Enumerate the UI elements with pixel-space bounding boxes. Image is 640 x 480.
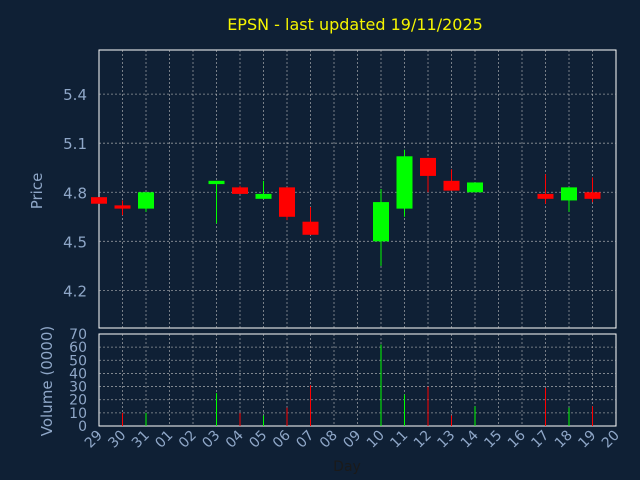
volume-tick-label: 60: [69, 340, 87, 356]
candle-body: [467, 182, 483, 193]
candle-body: [537, 193, 554, 199]
chart-title: EPSN - last updated 19/11/2025: [227, 15, 483, 34]
price-tick-label: 5.4: [63, 86, 87, 104]
candle-body: [208, 180, 225, 185]
candles: [91, 149, 601, 266]
candle-body: [91, 197, 107, 204]
volume-axis-label: Volume (0000): [38, 326, 56, 436]
price-tick-label: 5.1: [63, 135, 87, 153]
candle-body: [396, 156, 413, 209]
candle-body: [232, 187, 248, 194]
volume-tick-label: 10: [69, 406, 87, 422]
volume-tick-label: 20: [69, 393, 87, 409]
candle-body: [255, 193, 272, 199]
candle-body: [420, 157, 436, 176]
price-tick-label: 4.2: [63, 282, 87, 300]
volume-tick-label: 0: [78, 419, 87, 435]
volume-tick-label: 40: [69, 366, 87, 382]
candle-body: [302, 221, 319, 235]
x-axis: 29 30 31 01 02 03 04 05 06 07 08 09 10 11 12 13 14 15 16 17…: [82, 427, 623, 451]
candle-body: [584, 192, 601, 199]
candle-body: [373, 202, 389, 242]
volume-tick-label: 30: [69, 380, 87, 396]
price-tick-label: 4.8: [63, 184, 87, 202]
volume-bars: [122, 344, 593, 426]
candle-body: [114, 205, 131, 209]
volume-tick-label: 50: [69, 353, 87, 369]
x-axis-label: Day: [333, 459, 361, 475]
price-y-axis: 4.2 4.5 4.8 5.1 5.4: [63, 86, 87, 300]
candle-body: [279, 187, 295, 217]
price-tick-label: 4.5: [63, 233, 87, 251]
candle-body: [561, 187, 577, 201]
volume-tick-label: 70: [69, 327, 87, 343]
candle-body: [443, 180, 460, 191]
candle-body: [138, 192, 154, 209]
price-axis-label: Price: [28, 173, 46, 210]
